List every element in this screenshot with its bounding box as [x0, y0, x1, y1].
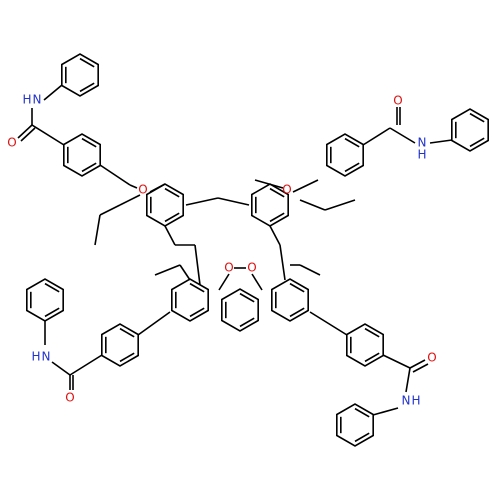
bond [129, 184, 138, 189]
atom-label: H [417, 148, 426, 162]
bond [99, 204, 121, 216]
atom-label: H [31, 350, 40, 364]
bond [164, 212, 180, 223]
bond [79, 82, 95, 93]
bond [469, 112, 485, 123]
bond [171, 278, 209, 322]
bond [269, 225, 281, 246]
bond [362, 127, 391, 146]
bond [164, 225, 176, 246]
bond [99, 164, 131, 186]
bond [51, 361, 71, 376]
bond [354, 407, 370, 418]
bond [119, 327, 135, 338]
atom-label: H [22, 93, 31, 107]
bond [289, 282, 305, 293]
bond [364, 352, 380, 363]
bond [382, 354, 411, 369]
bond [299, 264, 321, 276]
bond [412, 363, 429, 373]
bond [61, 53, 99, 97]
atom-label: O [427, 351, 436, 365]
bond [164, 187, 180, 198]
bond [269, 212, 285, 223]
bond [346, 323, 384, 367]
bond [409, 359, 426, 369]
bond [31, 124, 65, 146]
bond [364, 327, 380, 338]
atom-label: N [402, 394, 411, 408]
bond [469, 137, 485, 148]
bond [389, 127, 416, 144]
bond [217, 197, 250, 206]
bond [354, 432, 370, 443]
bonds [17, 53, 489, 447]
bond [194, 244, 201, 286]
bond [119, 194, 141, 206]
atom-label: O [247, 261, 256, 275]
bond [251, 273, 263, 291]
atom-label: O [138, 183, 147, 197]
bond [372, 407, 399, 416]
atom-label: N [418, 136, 427, 150]
bond [299, 199, 326, 211]
bond [43, 84, 63, 101]
bond [405, 367, 411, 393]
bond [63, 133, 101, 177]
bond [81, 162, 97, 173]
bond [69, 354, 103, 376]
atom-label: O [65, 391, 74, 405]
bond [137, 311, 171, 336]
bond [189, 282, 205, 293]
bond [94, 214, 101, 246]
bond [189, 307, 205, 318]
bond [101, 323, 139, 367]
bond [239, 317, 255, 328]
bond [292, 179, 319, 193]
bond [44, 282, 60, 293]
bond [218, 273, 230, 291]
bond [324, 199, 356, 211]
bond [26, 278, 64, 322]
bond [149, 183, 166, 193]
bond [44, 307, 60, 318]
bond [336, 403, 374, 447]
bond [344, 162, 360, 173]
atom-label: O [7, 136, 16, 150]
bond [221, 288, 259, 332]
bond [185, 197, 219, 206]
bond [20, 127, 36, 142]
bond [239, 292, 255, 303]
atom-label: N [33, 93, 42, 107]
bond [254, 179, 284, 189]
bond [451, 108, 489, 152]
atom-label: O [393, 94, 402, 108]
atom-label: O [224, 261, 233, 275]
bond [279, 244, 286, 281]
bond [79, 57, 95, 68]
bond [119, 352, 135, 363]
bond [179, 264, 191, 281]
bond [309, 311, 348, 336]
bond [17, 124, 33, 139]
atom-label: H [411, 394, 420, 408]
atom-label: O [282, 183, 291, 197]
bond [271, 278, 309, 322]
atom-labels: H N O O N H H N O O N H O O O O [7, 93, 436, 408]
bond [289, 307, 305, 318]
bond [326, 133, 364, 177]
bond [81, 137, 97, 148]
bond [154, 264, 181, 276]
bond [269, 187, 285, 198]
atom-label: N [42, 350, 51, 364]
bond [429, 139, 453, 144]
bond [344, 137, 360, 148]
